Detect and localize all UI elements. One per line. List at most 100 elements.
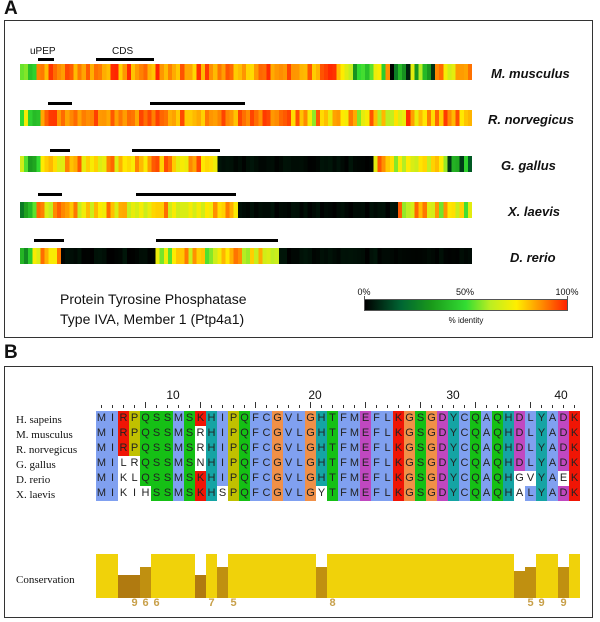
residue-cell: K [195,411,206,426]
residue-cell: E [360,486,371,501]
residue-cell: I [107,411,118,426]
residue-cell: D [514,456,525,471]
residue-cell: Y [316,486,327,501]
alignment-species-5: X. laevis [16,489,56,501]
residue-cell: S [184,456,195,471]
conservation-bar [349,554,360,598]
conservation-score: 5 [230,597,237,609]
residue-cell: F [371,456,382,471]
conservation-bar [525,567,536,598]
residue-cell: Q [470,486,481,501]
gene-caption-line1: Protein Tyrosine Phosphatase [60,291,247,307]
residue-cell: M [349,441,360,456]
conservation-bar [448,554,459,598]
residue-cell: E [360,456,371,471]
residue-cell: G [426,486,437,501]
alignment-species-0: H. sapeins [16,414,62,426]
residue-cell: G [305,426,316,441]
conservation-score: 9 [560,597,567,609]
conservation-bar [338,554,349,598]
residue-cell: E [558,471,569,486]
residue-cell: D [558,486,569,501]
residue-cell: P [129,441,140,456]
residue-cell: C [459,441,470,456]
identity-colorbar-ticks [364,296,568,299]
residue-cell: A [547,441,558,456]
residue-cell: A [481,426,492,441]
residue-cell: H [503,426,514,441]
conservation-bar [250,554,261,598]
residue-cell: A [481,441,492,456]
residue-cell: Q [140,426,151,441]
residue-cell: G [426,471,437,486]
residue-cell: F [250,411,261,426]
residue-cell: H [206,471,217,486]
upep-bar-musculus [38,58,54,61]
residue-cell: L [382,486,393,501]
residue-cell: N [195,456,206,471]
conservation-bar [184,554,195,598]
residue-cell: Q [239,441,250,456]
residue-cell: R [118,441,129,456]
residue-cell: C [459,456,470,471]
cds-bar-laevis [136,193,236,196]
residue-cell: Q [492,426,503,441]
residue-cell: Q [239,486,250,501]
residue-cell: Y [448,441,459,456]
residue-cell: F [371,426,382,441]
conservation-bar [294,554,305,598]
cds-label: CDS [112,46,134,57]
residue-cell: I [217,456,228,471]
residue-cell: A [481,411,492,426]
residue-cell: Y [536,411,547,426]
residue-cell: L [525,441,536,456]
residue-cell: A [481,471,492,486]
residue-cell: I [107,426,118,441]
residue-cell: H [503,471,514,486]
residue-cell: V [283,441,294,456]
residue-cell: S [162,456,173,471]
residue-cell: I [107,486,118,501]
conservation-bar [514,571,525,598]
residue-cell: D [437,411,448,426]
residue-cell: L [382,456,393,471]
residue-cell: D [437,456,448,471]
conservation-score: 9 [131,597,138,609]
residue-cell: C [459,426,470,441]
conservation-bar [239,554,250,598]
residue-cell: H [206,441,217,456]
residue-cell: I [107,471,118,486]
residue-cell: A [547,411,558,426]
residue-cell: L [294,486,305,501]
residue-cell: Q [470,426,481,441]
conservation-bar [272,554,283,598]
residue-cell: Y [448,486,459,501]
residue-cell: M [173,456,184,471]
residue-cell: M [349,456,360,471]
residue-cell: C [261,441,272,456]
conservation-score: 8 [329,597,336,609]
residue-cell: M [349,426,360,441]
residue-cell: E [360,426,371,441]
residue-cell: S [162,426,173,441]
gene-caption-line2: Type IVA, Member 1 (Ptp4a1) [60,311,245,327]
conservation-bar [558,567,569,598]
cds-bar-rerio [156,239,278,242]
identity-colorbar [364,299,568,311]
identity-track-rerio [20,248,472,264]
residue-cell: A [547,471,558,486]
residue-cell: K [393,441,404,456]
species-label-musculus: M. musculus [491,66,570,81]
residue-cell: F [338,486,349,501]
residue-cell: L [294,471,305,486]
position-ruler [96,402,579,408]
conservation-bar [426,554,437,598]
residue-cell: A [547,426,558,441]
residue-cell: C [261,411,272,426]
residue-cell: H [503,486,514,501]
residue-cell: K [569,426,580,441]
conservation-score: 5 [527,597,534,609]
residue-cell: I [107,456,118,471]
residue-cell: R [118,411,129,426]
